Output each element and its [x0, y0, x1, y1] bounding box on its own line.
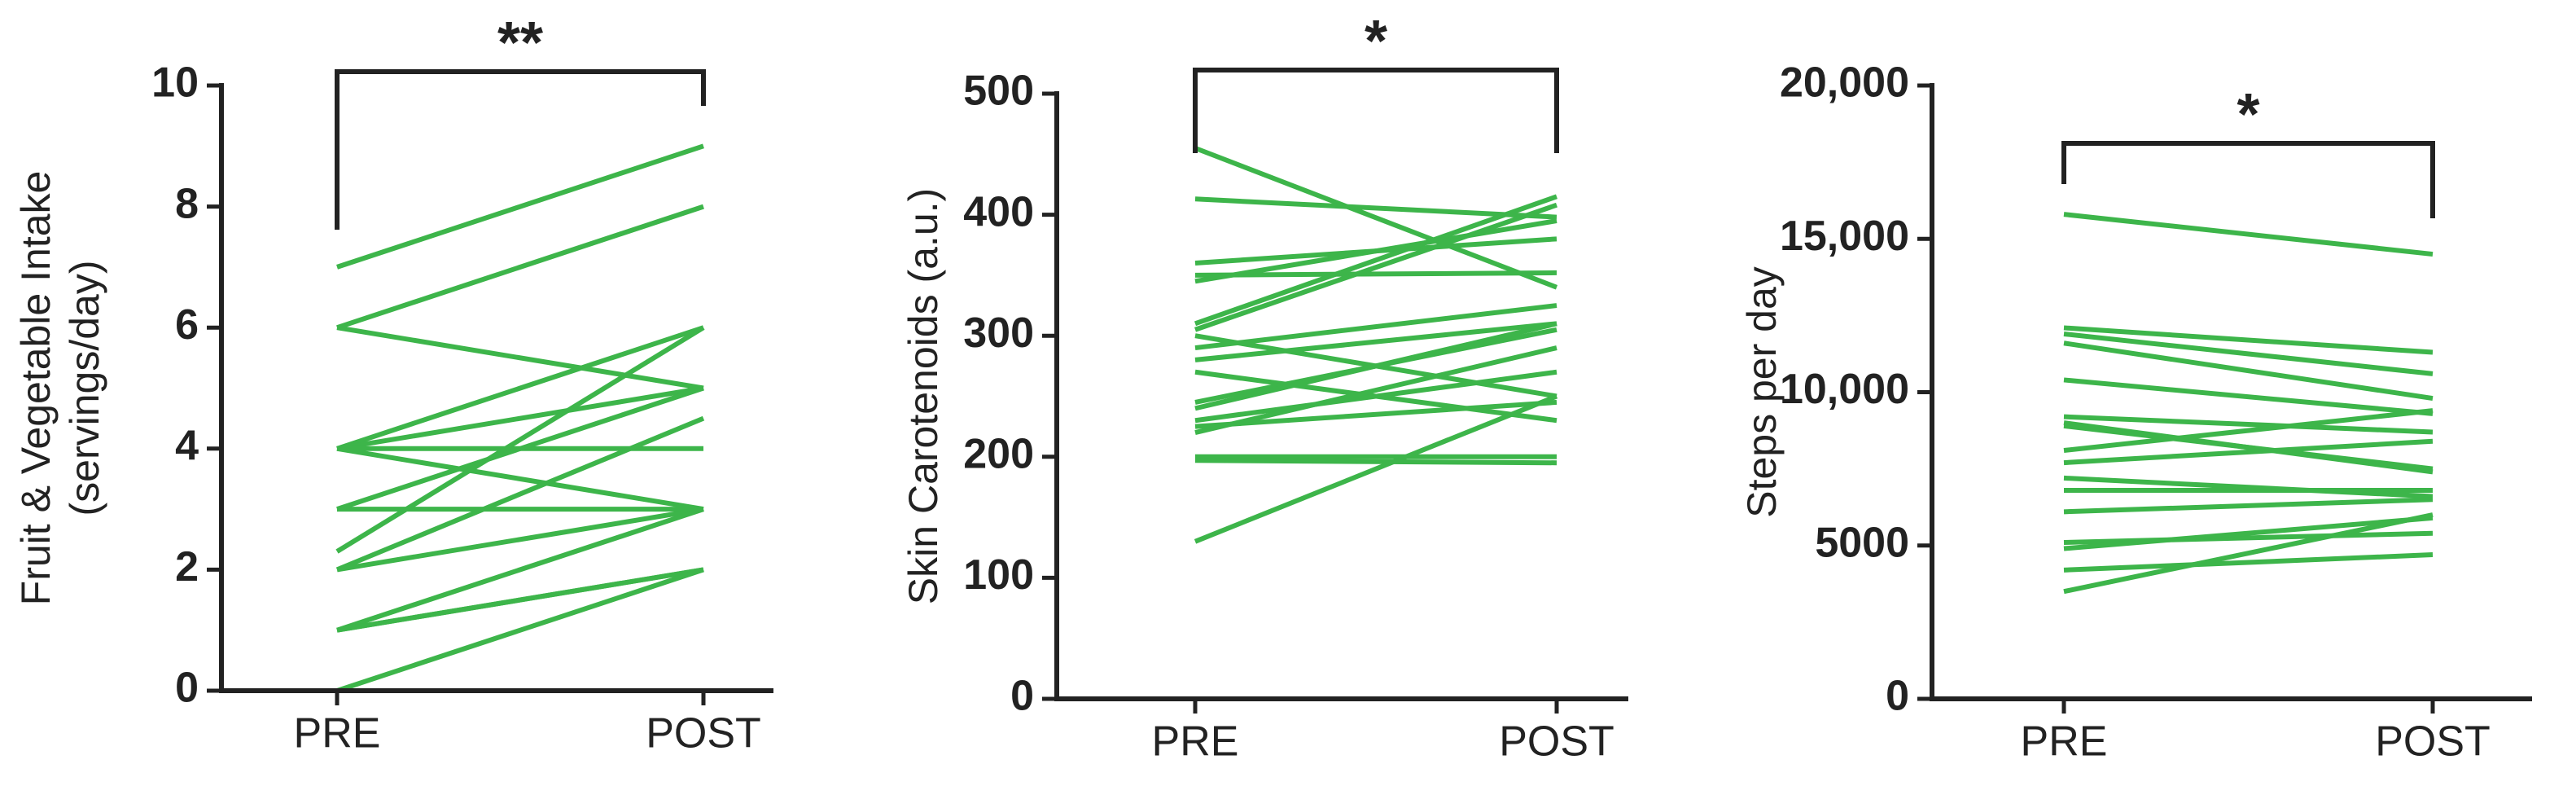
- y-tick-label: 500: [963, 68, 1034, 115]
- paired-line: [335, 415, 705, 573]
- y-tick-label: 2: [175, 543, 199, 591]
- paired-line: [1194, 194, 1557, 327]
- y-tick-label: 0: [1010, 673, 1034, 720]
- significance-label: **: [497, 11, 543, 76]
- paired-line: [2063, 325, 2434, 355]
- y-tick-label: 400: [963, 188, 1034, 235]
- paired-line: [336, 567, 704, 693]
- paired-line: [336, 143, 704, 270]
- y-tick-label: 300: [963, 310, 1034, 357]
- paired-line: [2063, 331, 2434, 376]
- paired-line: [1194, 196, 1557, 220]
- paired-line: [2063, 408, 2434, 454]
- paired-line: [336, 385, 704, 451]
- x-tick-label: POST: [2375, 718, 2491, 766]
- paired-line: [2063, 515, 2434, 551]
- paired-line: [336, 385, 704, 512]
- paired-line: [1194, 218, 1557, 284]
- paired-line: [2063, 212, 2434, 257]
- y-tick-label: 0: [1886, 673, 1909, 720]
- y-tick-label: 4: [175, 423, 199, 470]
- y-tick-label: 8: [175, 180, 199, 227]
- paired-line: [1194, 321, 1557, 362]
- paired-line: [1194, 202, 1557, 332]
- y-axis-title: (servings/day): [62, 261, 107, 516]
- paired-line: [2063, 340, 2434, 401]
- paired-line: [2063, 438, 2434, 466]
- paired-line: [1194, 321, 1557, 411]
- paired-line: [1194, 303, 1557, 351]
- y-tick-label: 200: [963, 431, 1034, 478]
- paired-line: [1194, 399, 1557, 429]
- x-tick-label: POST: [646, 710, 761, 757]
- y-axis-title: Steps per day: [1739, 266, 1785, 518]
- x-tick-label: POST: [1499, 718, 1614, 766]
- x-tick-label: PRE: [1152, 718, 1239, 766]
- significance-bracket: [2061, 141, 2435, 218]
- paired-line: [2063, 423, 2434, 472]
- significance-bracket: [335, 69, 706, 230]
- paired-line: [2063, 552, 2434, 573]
- y-tick-label: 20,000: [1780, 59, 1909, 107]
- paired-line: [335, 325, 705, 554]
- y-tick-label: 6: [175, 301, 199, 349]
- paired-line: [336, 567, 704, 633]
- paired-line: [1194, 369, 1557, 424]
- paired-line: [336, 446, 704, 512]
- paired-line: [1194, 270, 1557, 278]
- y-axis-title: Fruit & Vegetable Intake: [13, 171, 59, 606]
- y-axis-title: Skin Carotenoids (a.u.): [900, 188, 946, 604]
- paired-line: [2063, 475, 2434, 499]
- paired-line: [2063, 377, 2434, 416]
- paired-line: [2063, 512, 2434, 595]
- significance-bracket: [1193, 68, 1559, 153]
- x-tick-label: PRE: [294, 710, 381, 757]
- paired-line: [2063, 414, 2434, 435]
- y-tick-label: 0: [175, 665, 199, 712]
- paired-line: [336, 325, 704, 391]
- significance-label: *: [1365, 9, 1387, 74]
- y-tick-label: 100: [963, 551, 1034, 599]
- y-tick-label: 10: [151, 59, 199, 107]
- paired-line: [336, 325, 704, 451]
- paired-line: [1194, 458, 1557, 466]
- paired-line: [336, 507, 704, 573]
- paired-line: [2063, 497, 2434, 515]
- x-tick-label: PRE: [2021, 718, 2108, 766]
- paired-line: [1194, 146, 1558, 290]
- significance-label: *: [2236, 82, 2259, 147]
- paired-line: [336, 507, 704, 633]
- y-tick-label: 15,000: [1780, 213, 1909, 260]
- paired-line: [1194, 345, 1557, 436]
- y-tick-label: 10,000: [1780, 366, 1909, 413]
- paired-line: [336, 204, 704, 331]
- paired-line: [1194, 393, 1558, 544]
- y-tick-label: 5000: [1815, 519, 1909, 566]
- paired-line: [2063, 530, 2434, 545]
